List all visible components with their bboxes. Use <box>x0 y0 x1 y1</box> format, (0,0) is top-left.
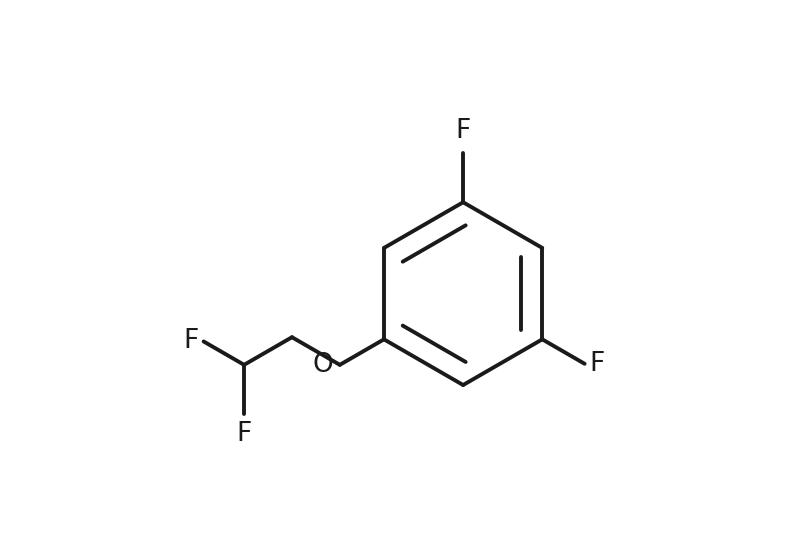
Text: F: F <box>455 118 470 144</box>
Text: F: F <box>183 328 198 354</box>
Text: F: F <box>590 351 605 377</box>
Text: O: O <box>313 352 334 378</box>
Text: F: F <box>237 421 252 447</box>
